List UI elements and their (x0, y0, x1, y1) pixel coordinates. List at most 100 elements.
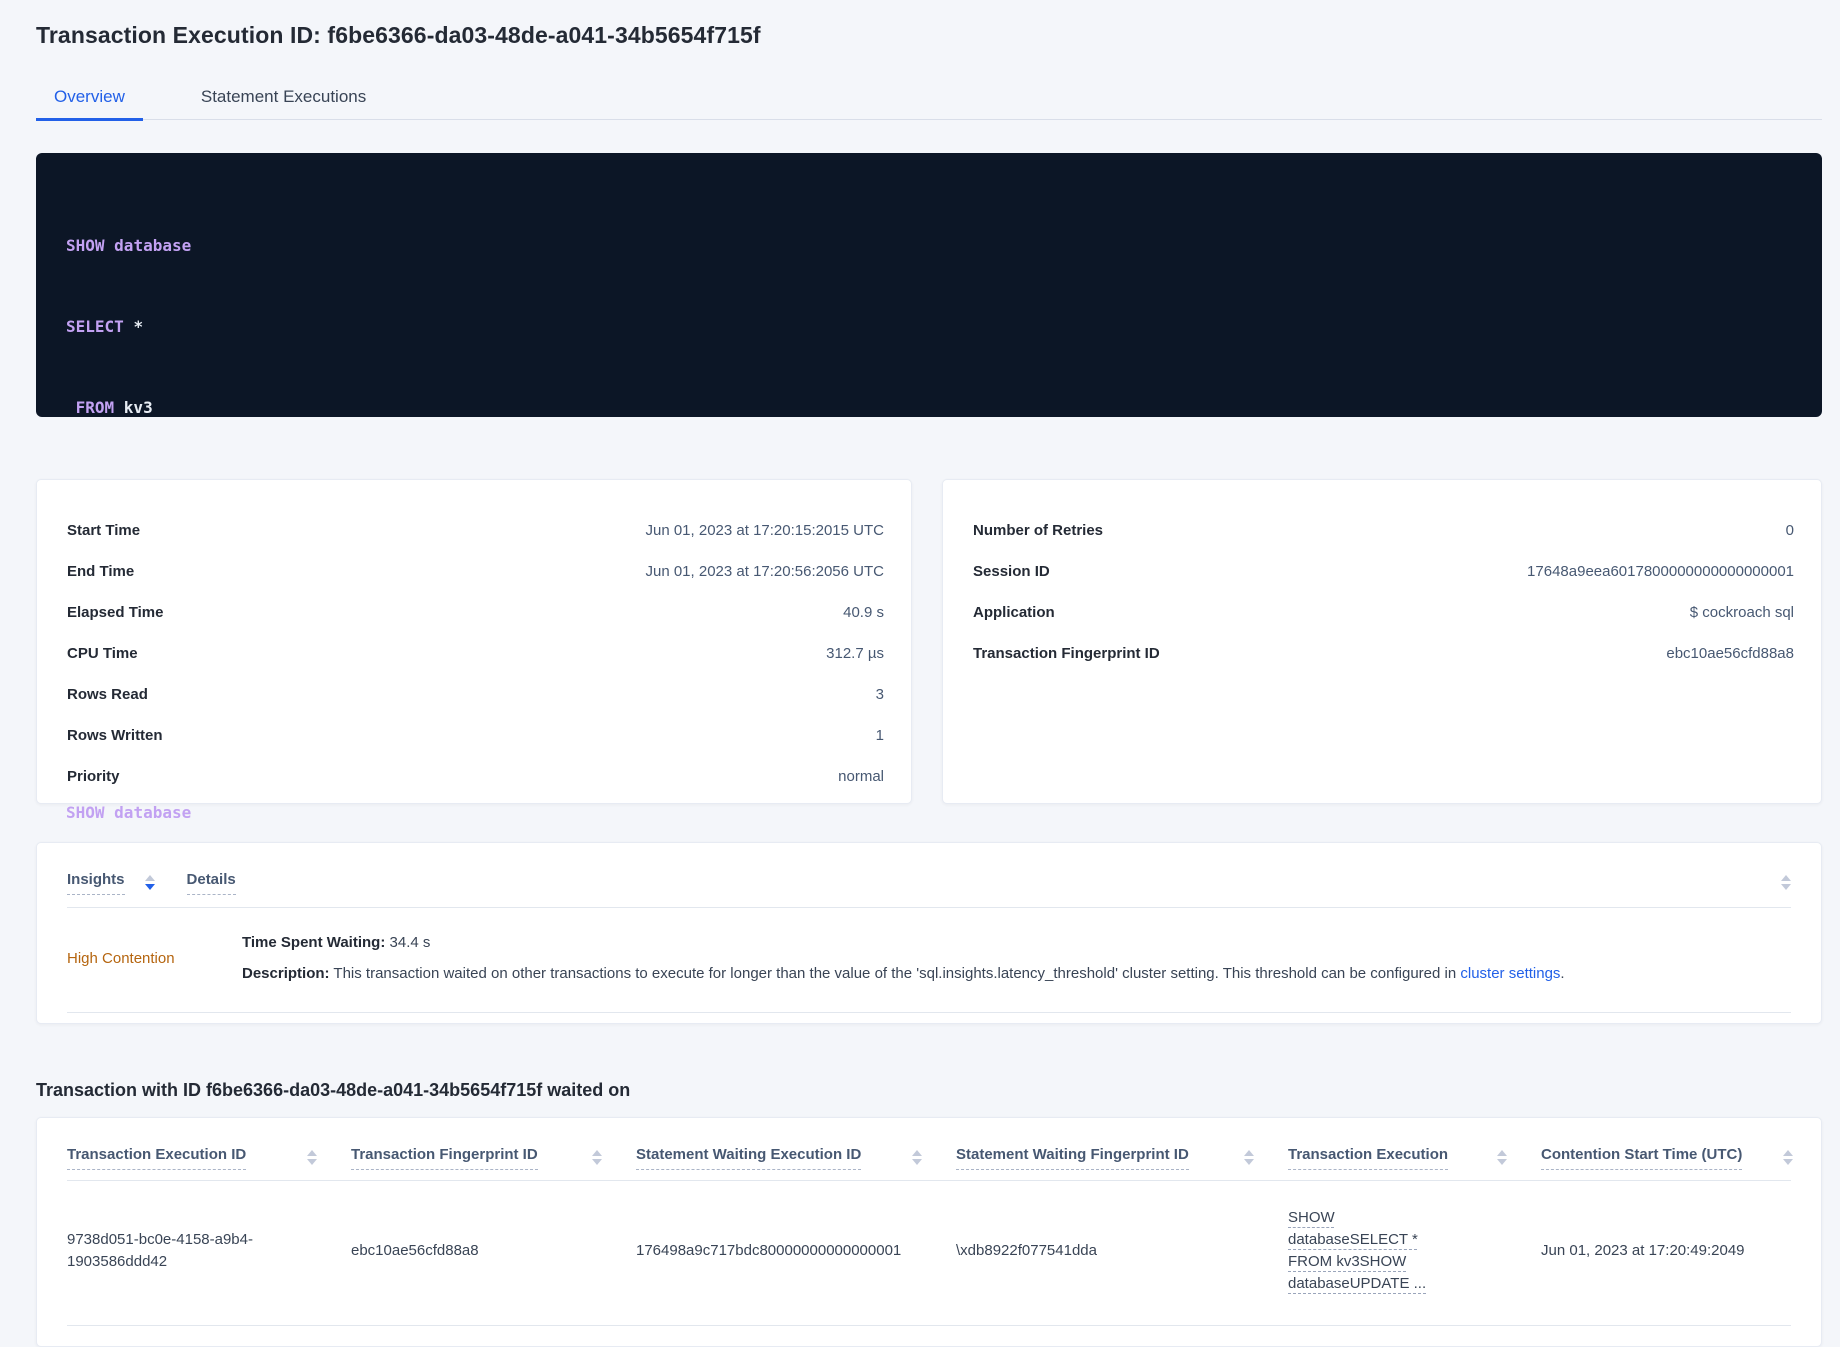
sql-keyword: SELECT (66, 317, 124, 336)
sort-desc-icon (307, 1159, 317, 1165)
sql-identifier: * (133, 317, 144, 336)
column-header[interactable]: Statement Waiting Execution ID (636, 1146, 956, 1180)
summary-row: Rows Written 1 (67, 715, 884, 756)
summary-card-times: Start Time Jun 01, 2023 at 17:20:15:2015 … (36, 479, 912, 804)
application-value: $ cockroach sql (1689, 604, 1794, 621)
sql-statements-box: SHOW database SELECT * FROM kv3 SHOW dat… (36, 153, 1822, 822)
rows-read-value: 3 (875, 686, 884, 703)
sort-asc-icon (307, 1150, 317, 1156)
sort-desc-icon (1783, 1159, 1793, 1165)
summary-label: Transaction Fingerprint ID (973, 645, 1160, 662)
sort-asc-icon (1497, 1150, 1507, 1156)
waited-on-table: Transaction Execution ID Transaction Fin… (36, 1117, 1822, 1347)
insights-column-header[interactable]: Insights (67, 871, 125, 895)
table-row: 9738d051-bc0e-4158-a9b4-1903586ddd42 ebc… (67, 1181, 1791, 1326)
insight-details: Time Spent Waiting: 34.4 s Description: … (242, 932, 1791, 984)
contention-start-time-cell: Jun 01, 2023 at 17:20:49:2049 (1541, 1242, 1745, 1259)
summary-label: Rows Written (67, 727, 163, 744)
summary-row: Priority normal (67, 756, 884, 797)
priority-value: normal (838, 768, 884, 785)
end-time-value: Jun 01, 2023 at 17:20:56:2056 UTC (645, 563, 884, 580)
statement-waiting-execution-id-cell: 176498a9c717bdc80000000000000001 (636, 1242, 902, 1259)
sort-icon[interactable] (144, 875, 155, 890)
sort-icon[interactable] (1781, 875, 1791, 890)
summary-row: End Time Jun 01, 2023 at 17:20:56:2056 UT… (67, 551, 884, 592)
transaction-fingerprint-link[interactable]: ebc10ae56cfd88a8 (1666, 645, 1794, 662)
summary-row: Application $ cockroach sql (973, 592, 1794, 633)
sort-desc-icon (1497, 1159, 1507, 1165)
column-header[interactable]: Transaction Fingerprint ID (351, 1146, 636, 1180)
sort-desc-icon (144, 884, 155, 890)
sort-icon[interactable] (307, 1150, 317, 1165)
sort-icon[interactable] (1244, 1150, 1254, 1165)
summary-card-session: Number of Retries 0 Session ID 17648a9eea6… (942, 479, 1822, 804)
tab-overview[interactable]: Overview (36, 79, 143, 121)
sort-icon[interactable] (1783, 1150, 1793, 1165)
column-header[interactable]: Transaction Execution ID (67, 1146, 351, 1180)
column-header[interactable]: Statement Waiting Fingerprint ID (956, 1146, 1288, 1180)
sort-asc-icon (1244, 1150, 1254, 1156)
description-label: Description: (242, 965, 330, 982)
statement-waiting-fingerprint-id-cell: \xdb8922f077541dda (956, 1242, 1097, 1259)
summary-row: CPU Time 312.7 µs (67, 633, 884, 674)
sort-desc-icon (1781, 884, 1791, 890)
details-column-header[interactable]: Details (186, 871, 236, 895)
waited-on-table-header: Transaction Execution ID Transaction Fin… (67, 1132, 1793, 1181)
transaction-execution-cell: SHOW databaseSELECT * FROM kv3SHOW datab… (1288, 1207, 1541, 1295)
sort-icon[interactable] (592, 1150, 602, 1165)
sort-desc-icon (592, 1159, 602, 1165)
summary-row: Transaction Fingerprint ID ebc10ae56cfd88… (973, 633, 1794, 674)
summary-row: Session ID 17648a9eea60178000000000000000… (973, 551, 1794, 592)
transaction-execution-link[interactable]: SHOW databaseSELECT * FROM kv3SHOW datab… (1288, 1209, 1427, 1292)
waiting-label: Time Spent Waiting: (242, 934, 386, 951)
summary-label: Session ID (973, 563, 1050, 580)
transaction-fingerprint-id-cell: ebc10ae56cfd88a8 (351, 1242, 479, 1259)
sort-desc-icon (1244, 1159, 1254, 1165)
page-title: Transaction Execution ID: f6be6366-da03-… (36, 22, 761, 48)
summary-label: Priority (67, 768, 120, 785)
time-spent-waiting-line: Time Spent Waiting: 34.4 s (242, 932, 1791, 953)
summary-row: Start Time Jun 01, 2023 at 17:20:15:2015 … (67, 510, 884, 551)
sort-asc-icon (912, 1150, 922, 1156)
summary-label: Elapsed Time (67, 604, 164, 621)
sql-keyword: database (114, 803, 192, 822)
summary-label: Application (973, 604, 1055, 621)
summary-label: Number of Retries (973, 522, 1104, 539)
cluster-settings-link[interactable]: cluster settings (1460, 965, 1561, 982)
sort-icon[interactable] (912, 1150, 922, 1165)
tab-statement-executions[interactable]: Statement Executions (200, 87, 367, 106)
summary-label: Rows Read (67, 686, 148, 703)
insights-table-header: Insights Details (67, 859, 1791, 908)
description-text: This transaction waited on other transac… (333, 965, 1457, 982)
insight-row: High Contention Time Spent Waiting: 34.4… (67, 908, 1791, 1013)
elapsed-time-value: 40.9 s (843, 604, 884, 621)
waiting-value: 34.4 s (389, 934, 431, 951)
summary-row: Elapsed Time 40.9 s (67, 592, 884, 633)
summary-row: Rows Read 3 (67, 674, 884, 715)
sort-desc-icon (912, 1159, 922, 1165)
sql-line: SHOW database (66, 799, 1792, 826)
description-period: . (1560, 965, 1565, 982)
retries-value: 0 (1785, 522, 1794, 539)
insight-type-label: High Contention (67, 949, 175, 967)
summary-label: Start Time (67, 522, 141, 539)
sql-keyword: SHOW (66, 236, 105, 255)
column-header[interactable]: Contention Start Time (UTC) (1541, 1146, 1793, 1180)
summary-label: CPU Time (67, 645, 138, 662)
sql-keyword: SHOW (66, 803, 105, 822)
tab-bar: Overview Statement Executions (36, 79, 1822, 121)
start-time-value: Jun 01, 2023 at 17:20:15:2015 UTC (645, 522, 884, 539)
sort-icon[interactable] (1497, 1150, 1507, 1165)
sql-keyword: database (114, 236, 192, 255)
description-line: Description: This transaction waited on … (242, 963, 1791, 984)
sql-line: FROM kv3 (66, 394, 1792, 421)
sort-asc-icon (1781, 875, 1791, 881)
sql-identifier: kv3 (123, 398, 153, 417)
session-id-value: 17648a9eea6017800000000000000001 (1527, 563, 1794, 580)
cpu-time-value: 312.7 µs (826, 645, 884, 662)
transaction-execution-id-cell: 9738d051-bc0e-4158-a9b4-1903586ddd42 (67, 1231, 253, 1270)
column-header[interactable]: Transaction Execution (1288, 1146, 1541, 1180)
sql-line: SELECT * (66, 313, 1792, 340)
insights-table: Insights Details High Contention Time Sp… (36, 842, 1822, 1024)
sort-asc-icon (144, 875, 155, 881)
